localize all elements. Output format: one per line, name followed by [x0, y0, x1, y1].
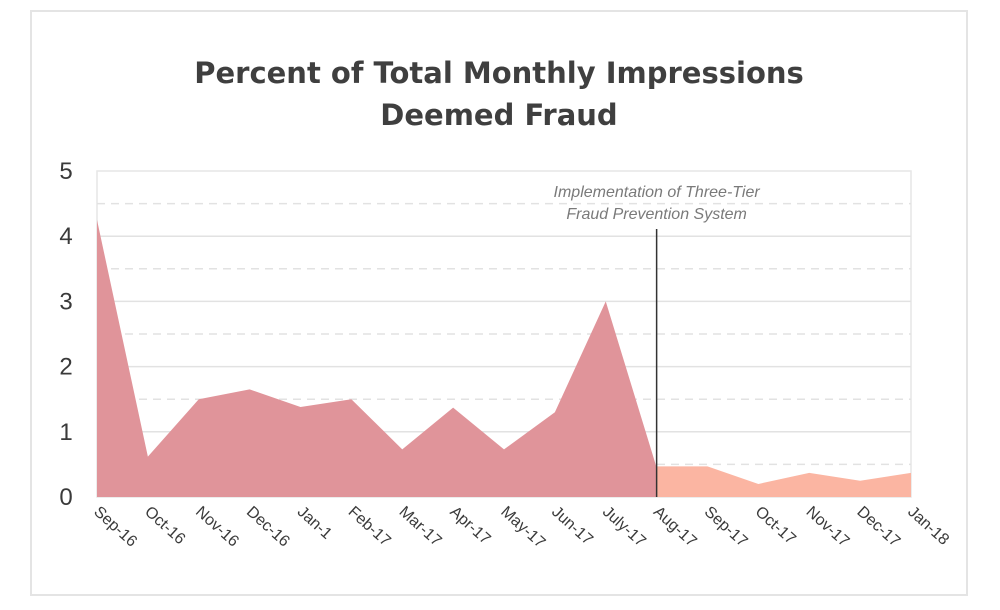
x-tick-label: Oct-17: [752, 503, 799, 548]
x-tick-label: Dec-16: [243, 503, 293, 550]
y-tick-label: 1: [59, 419, 72, 446]
x-tick-label: Jun-17: [548, 503, 596, 548]
y-axis: 0 1 2 3 4 5: [59, 158, 72, 511]
chart-title-line-1: Percent of Total Monthly Impressions: [194, 56, 804, 90]
x-tick-label: Oct-16: [141, 503, 188, 548]
area-series-2: [656, 466, 911, 497]
x-tick-label: Mar-17: [396, 503, 445, 550]
chart-title: Percent of Total Monthly Impressions Dee…: [30, 52, 968, 136]
annotation-text-line-2: Fraud Prevention System: [566, 206, 747, 223]
area-series-1: [97, 219, 657, 497]
chart-card: [30, 10, 968, 596]
x-tick-label: May-17: [497, 503, 548, 551]
x-tick-label: Nov-16: [192, 503, 242, 550]
y-tick-label: 0: [59, 484, 72, 511]
annotation-text-line-1: Implementation of Three-Tier: [554, 184, 761, 201]
annotation: Implementation of Three-Tier Fraud Preven…: [554, 184, 761, 497]
x-tick-label: July-17: [599, 503, 649, 550]
x-tick-label: Jan-1: [294, 503, 335, 542]
x-tick-label: Dec-17: [853, 503, 903, 550]
x-tick-label: Sep-16: [90, 503, 140, 550]
x-axis: Sep-16 Oct-16 Nov-16 Dec-16 Jan-1 Feb-17 Mar-1…: [90, 503, 952, 551]
x-tick-label: Apr-17: [446, 503, 493, 548]
area-series: [97, 219, 911, 497]
y-tick-label: 4: [59, 223, 72, 250]
y-tick-label: 5: [59, 158, 72, 185]
x-tick-label: Jan-18: [904, 503, 952, 548]
x-tick-label: Aug-17: [650, 503, 700, 550]
y-tick-label: 3: [59, 288, 72, 315]
x-tick-label: Sep-17: [701, 503, 751, 550]
y-tick-label: 2: [59, 354, 72, 381]
x-tick-label: Nov-17: [803, 503, 853, 550]
chart-title-line-2: Deemed Fraud: [380, 98, 618, 132]
x-tick-label: Feb-17: [345, 503, 394, 550]
